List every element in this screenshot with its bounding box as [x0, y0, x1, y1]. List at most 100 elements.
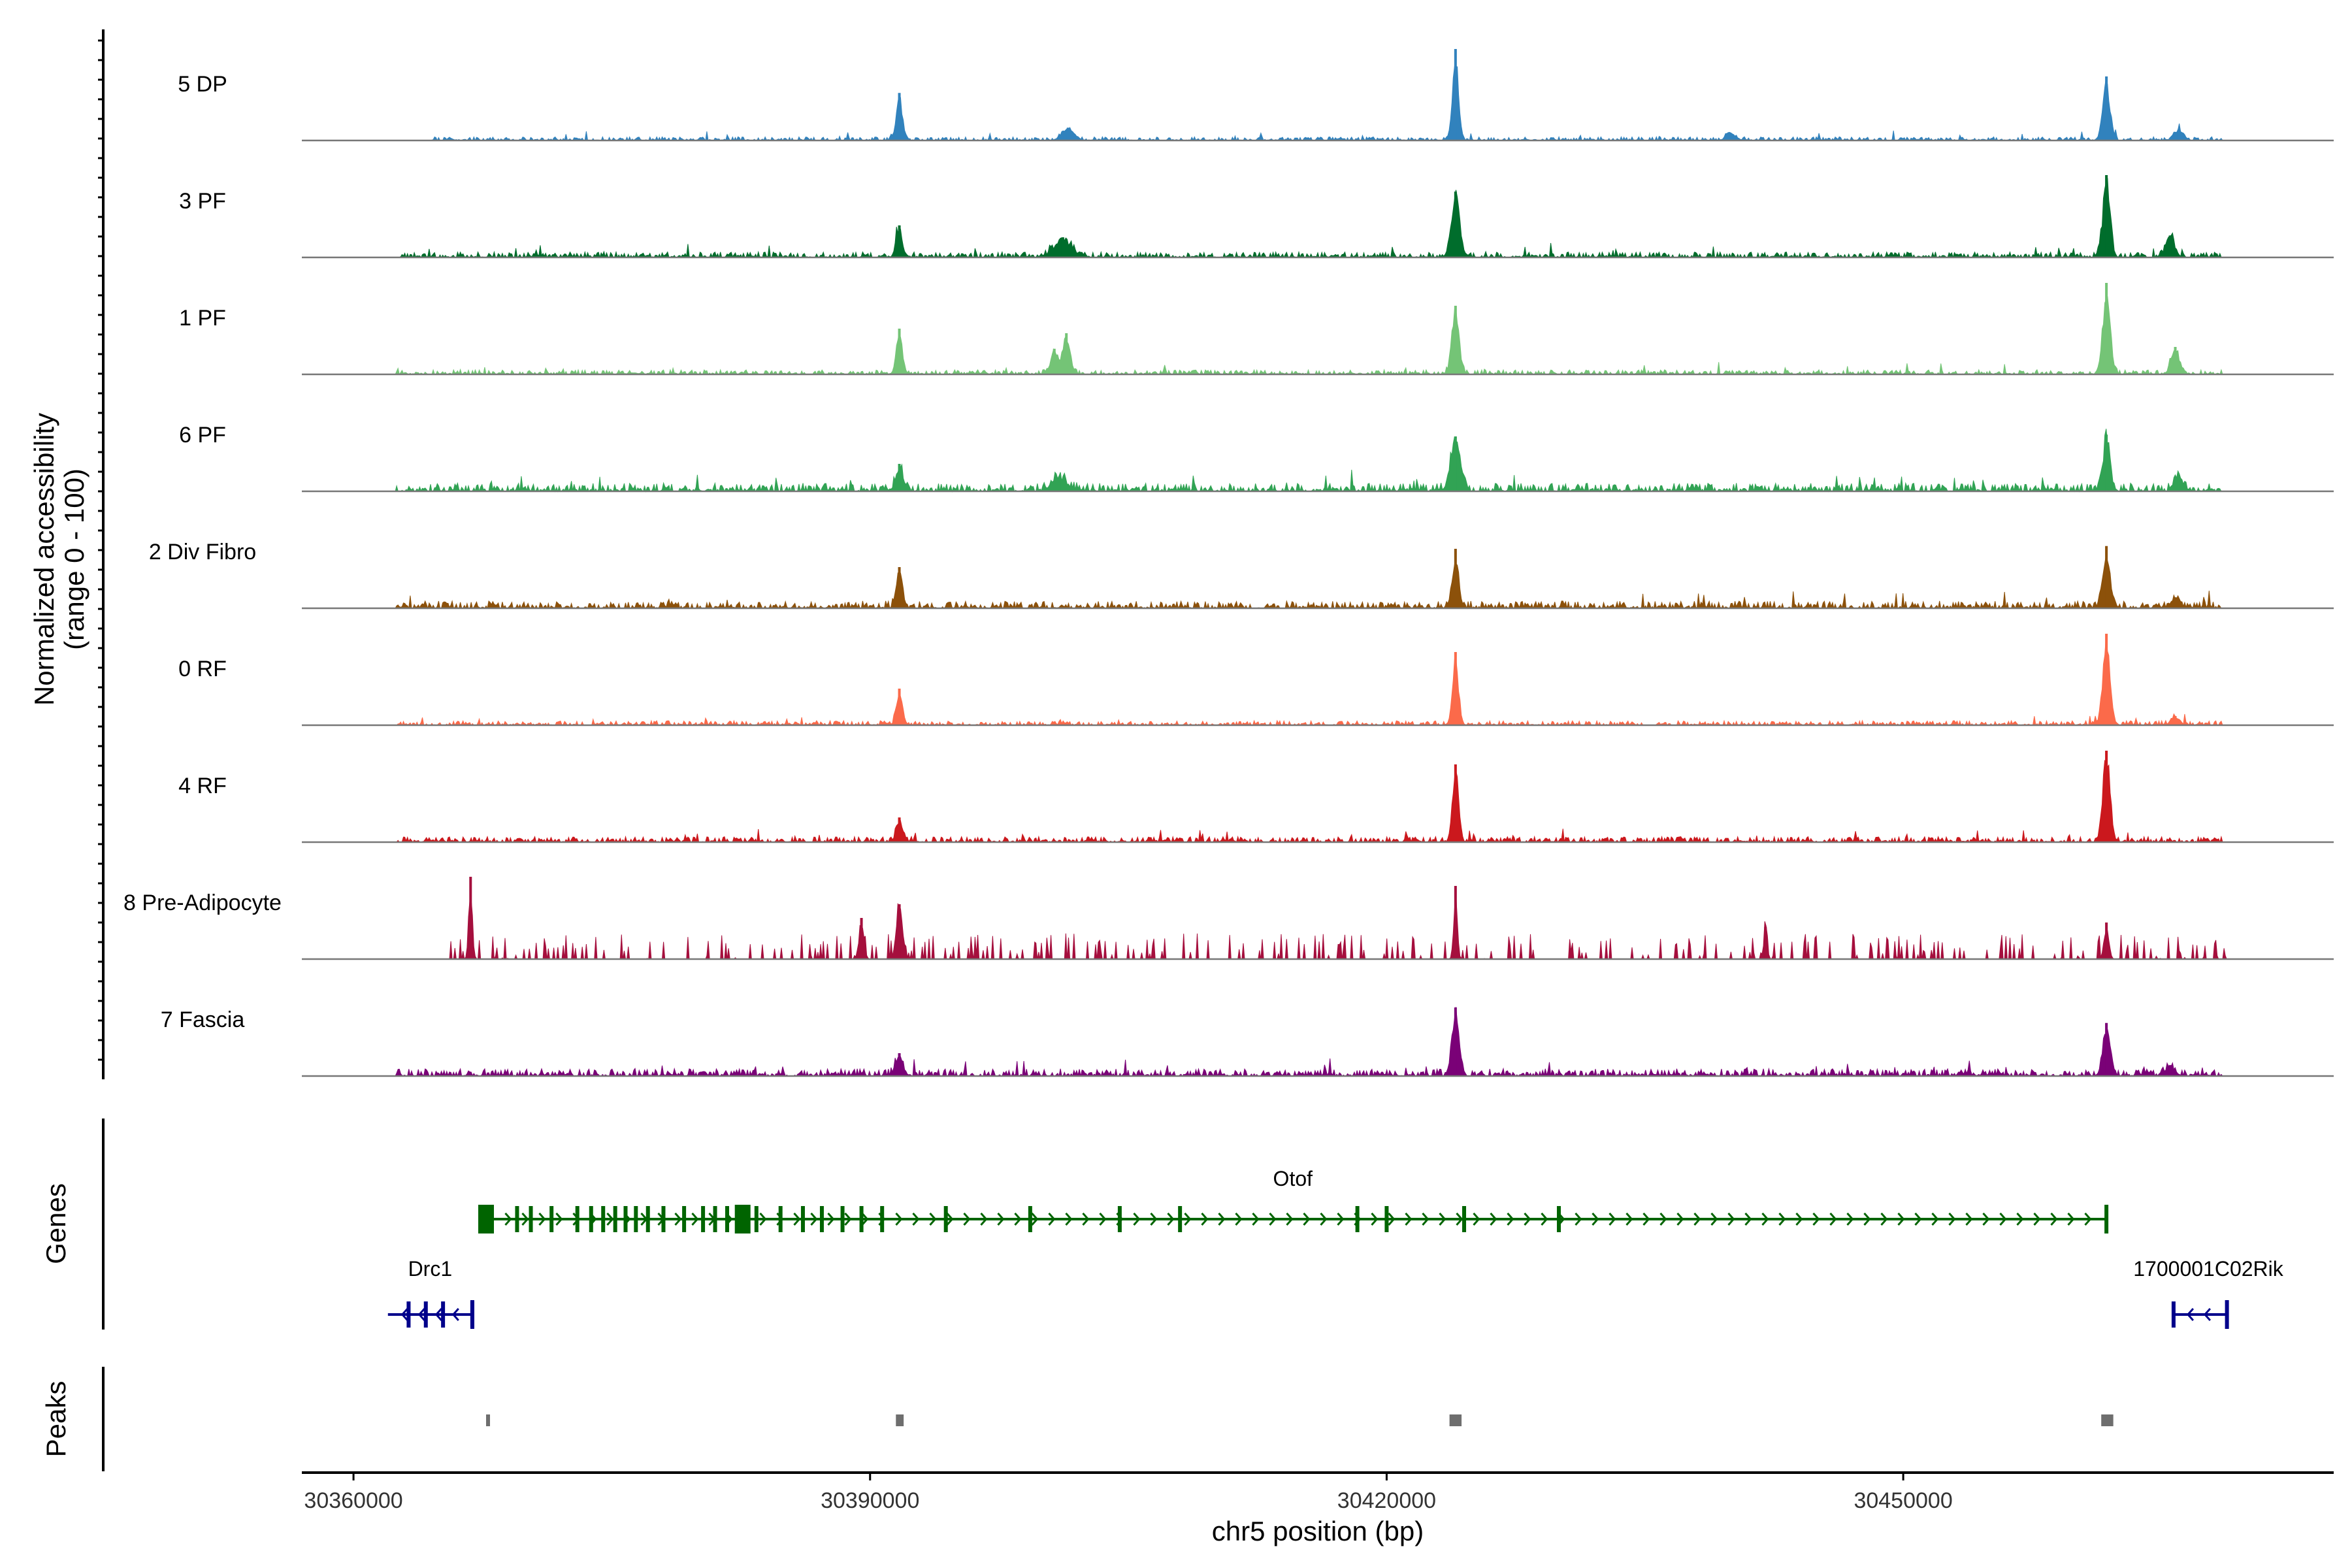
strand-arrow [1337, 1213, 1345, 1226]
x-axis-ticks: 30360000 30390000 30420000 30450000 [304, 1473, 1953, 1513]
x-axis-title: chr5 position (bp) [1212, 1516, 1424, 1546]
strand-arrow [1286, 1213, 1294, 1226]
strand-arrow [810, 1213, 818, 1226]
gene-otof: Otof [478, 1167, 2109, 1233]
x-tick-label: 30420000 [1337, 1488, 1436, 1513]
strand-arrow [1948, 1213, 1956, 1226]
gene-exon [2225, 1300, 2229, 1329]
strand-arrow [1065, 1213, 1073, 1226]
strand-arrow [2016, 1213, 2024, 1226]
strand-arrow [963, 1213, 971, 1226]
gene-exon [645, 1206, 650, 1232]
strand-arrow [1931, 1213, 1939, 1226]
strand-arrow [1897, 1213, 1905, 1226]
strand-arrow [793, 1213, 801, 1226]
gene-1700001c02rik: 1700001C02Rik [2133, 1257, 2284, 1329]
strand-arrow [1761, 1213, 1769, 1226]
strand-arrow [861, 1213, 869, 1226]
strand-arrow [1218, 1213, 1226, 1226]
genes-panel: Genes Otof Drc1 1700001C02Rik [41, 1119, 2284, 1330]
gene-exon [634, 1206, 638, 1232]
strand-arrow [1031, 1213, 1039, 1226]
track-1-pf: 1 PF [179, 283, 2334, 376]
gene-exon [1384, 1206, 1389, 1232]
strand-arrow [2084, 1213, 2092, 1226]
track-label: 5 DP [178, 72, 227, 97]
coverage-area-4-rf [302, 760, 2334, 843]
strand-arrow [1846, 1213, 1854, 1226]
strand-arrow [1405, 1213, 1413, 1226]
strand-arrow [1507, 1213, 1514, 1226]
gene-label: Drc1 [408, 1257, 453, 1281]
strand-arrow [912, 1213, 920, 1226]
coverage-area-7-fascia [302, 1007, 2334, 1077]
strand-arrow [1133, 1213, 1141, 1226]
gene-exon [470, 1300, 474, 1329]
strand-arrow [1727, 1213, 1735, 1226]
gene-exon [725, 1206, 729, 1232]
strand-arrow [2067, 1213, 2075, 1226]
x-tick-label: 30360000 [304, 1488, 402, 1513]
x-tick-label: 30390000 [821, 1488, 919, 1513]
gene-exon [2104, 1205, 2109, 1233]
strand-arrow [1575, 1213, 1582, 1226]
peak-region [1449, 1414, 1462, 1426]
strand-arrow [2033, 1213, 2041, 1226]
gene-exon [529, 1206, 533, 1232]
strand-arrow [1150, 1213, 1158, 1226]
y-axis: Normalized accessibility (range 0 - 100) [29, 29, 105, 1079]
y-axis-ticks [98, 39, 103, 1061]
strand-arrow [1863, 1213, 1871, 1226]
gene-exon [575, 1206, 580, 1232]
strand-arrow [1642, 1213, 1650, 1226]
gene-label: Otof [1273, 1167, 1313, 1190]
strand-arrow [691, 1213, 699, 1226]
strand-arrow [980, 1213, 988, 1226]
track-4-rf: 4 RF [178, 751, 2334, 843]
strand-arrow [538, 1213, 546, 1226]
strand-arrow [1490, 1213, 1497, 1226]
gene-exon [859, 1206, 864, 1232]
gene-label: 1700001C02Rik [2133, 1257, 2284, 1281]
coverage-area-5-dp [302, 65, 2334, 142]
strand-arrow [1167, 1213, 1175, 1226]
gene-exon [800, 1206, 805, 1232]
gene-exon [441, 1301, 446, 1328]
strand-arrow [1982, 1213, 1990, 1226]
gene-exon [682, 1206, 687, 1232]
track-7-fascia: 7 Fascia [161, 1007, 2334, 1077]
strand-arrow [1609, 1213, 1616, 1226]
gene-exon [589, 1206, 593, 1232]
gene-exon [1556, 1206, 1561, 1232]
strand-arrow [1371, 1213, 1379, 1226]
track-label: 6 PF [179, 423, 226, 448]
gene-exon [423, 1301, 428, 1328]
strand-arrow [1439, 1213, 1446, 1226]
gene-exon [819, 1206, 824, 1232]
gene-drc1: Drc1 [387, 1257, 474, 1329]
track-label: 8 Pre-Adipocyte [123, 890, 282, 915]
track-5-dp: 5 DP [178, 49, 2334, 142]
gene-exon [515, 1206, 519, 1232]
gene-exon [880, 1206, 885, 1232]
strand-arrow [1014, 1213, 1022, 1226]
gene-models: Otof Drc1 1700001C02Rik [387, 1167, 2284, 1329]
strand-arrow [1710, 1213, 1718, 1226]
gene-exon [734, 1205, 751, 1233]
strand-arrow [400, 1308, 408, 1321]
strand-arrow [1320, 1213, 1328, 1226]
coverage-tracks: 5 DP 3 PF 1 PF 6 PF 2 Div Fibro 0 RF 4 RF 8 Pre… [123, 49, 2334, 1077]
strand-arrow [451, 1308, 459, 1321]
strand-arrow [1880, 1213, 1888, 1226]
strand-arrow [1184, 1213, 1192, 1226]
strand-arrow [1541, 1213, 1548, 1226]
gene-exon [713, 1206, 717, 1232]
peaks-panel: Peaks [41, 1367, 2114, 1471]
track-0-rf: 0 RF [178, 634, 2334, 727]
gene-exon [840, 1206, 845, 1232]
strand-arrow [1693, 1213, 1701, 1226]
peak-region [2101, 1414, 2114, 1426]
track-label: 4 RF [178, 774, 227, 798]
strand-arrow [946, 1213, 954, 1226]
